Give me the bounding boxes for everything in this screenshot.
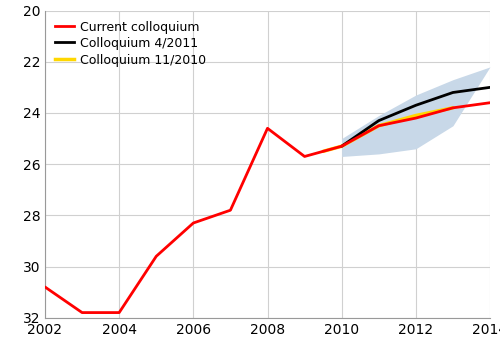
- Legend: Current colloquium, Colloquium 4/2011, Colloquium 11/2010: Current colloquium, Colloquium 4/2011, C…: [52, 17, 210, 71]
